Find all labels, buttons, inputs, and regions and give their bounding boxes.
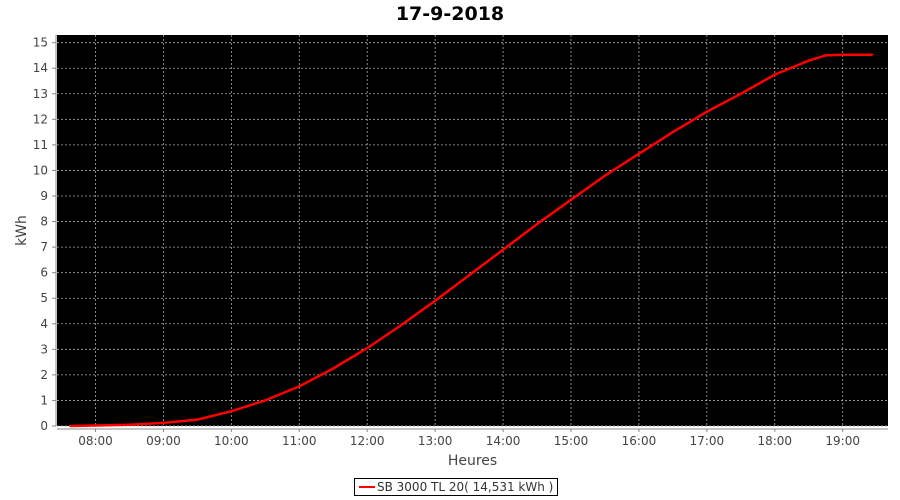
data-point [467, 274, 471, 277]
x-tick-label: 12:00 [350, 434, 385, 448]
y-tick-label: 14 [33, 61, 48, 75]
x-tick-label: 18:00 [757, 434, 792, 448]
y-tick-label: 1 [40, 393, 48, 407]
x-tick-label: 10:00 [214, 434, 249, 448]
data-point [264, 399, 267, 402]
y-tick-label: 8 [40, 215, 48, 229]
legend-swatch [359, 486, 375, 488]
data-point [501, 248, 505, 251]
data-point [94, 424, 97, 427]
data-point [569, 198, 573, 202]
data-point [433, 299, 437, 302]
x-tick-label: 19:00 [825, 434, 860, 448]
y-tick-label: 6 [40, 266, 48, 280]
y-axis-label: kWh [14, 215, 30, 246]
x-tick-label: 13:00 [418, 434, 453, 448]
data-point [162, 421, 165, 425]
data-point [773, 73, 776, 76]
legend: SB 3000 TL 20( 14,531 kWh ) [354, 478, 559, 496]
data-point [69, 424, 72, 428]
data-point [298, 385, 301, 388]
x-tick-label: 09:00 [146, 434, 181, 448]
y-tick-label: 10 [33, 163, 48, 177]
y-tick-label: 2 [40, 368, 48, 382]
data-point [870, 53, 874, 56]
data-point [196, 418, 199, 421]
data-point [671, 130, 675, 134]
data-point [230, 409, 233, 413]
data-point [332, 367, 335, 370]
x-axis-label: Heures [448, 453, 497, 469]
data-point [705, 110, 709, 113]
legend-label: SB 3000 TL 20( 14,531 kWh ) [377, 480, 554, 494]
data-point [824, 54, 827, 57]
x-tick-label: 11:00 [282, 434, 317, 448]
x-tick-label: 15:00 [554, 434, 589, 448]
x-tick-label: 14:00 [486, 434, 521, 448]
data-point [128, 423, 131, 426]
data-point [739, 92, 743, 95]
data-point [637, 152, 641, 156]
x-tick-label: 08:00 [78, 434, 113, 448]
y-tick-label: 7 [40, 240, 48, 254]
series-line [70, 53, 873, 428]
y-tick-label: 0 [40, 419, 48, 433]
data-point [841, 53, 844, 56]
y-tick-label: 5 [40, 291, 48, 305]
data-point [807, 59, 810, 62]
y-tick-label: 12 [33, 112, 48, 126]
x-tick-label: 16:00 [622, 434, 657, 448]
plot-area [57, 35, 888, 426]
data-point [535, 222, 539, 226]
y-tick-label: 13 [33, 87, 48, 101]
y-tick-label: 3 [40, 342, 48, 356]
y-tick-label: 9 [40, 189, 48, 203]
data-point [399, 323, 403, 327]
y-tick-label: 11 [33, 138, 48, 152]
data-point [603, 174, 607, 177]
y-tick-label: 4 [40, 317, 48, 331]
y-tick-label: 15 [33, 36, 48, 50]
data-point [366, 346, 369, 350]
chart-title: 17-9-2018 [395, 3, 505, 25]
x-tick-label: 17:00 [690, 434, 725, 448]
